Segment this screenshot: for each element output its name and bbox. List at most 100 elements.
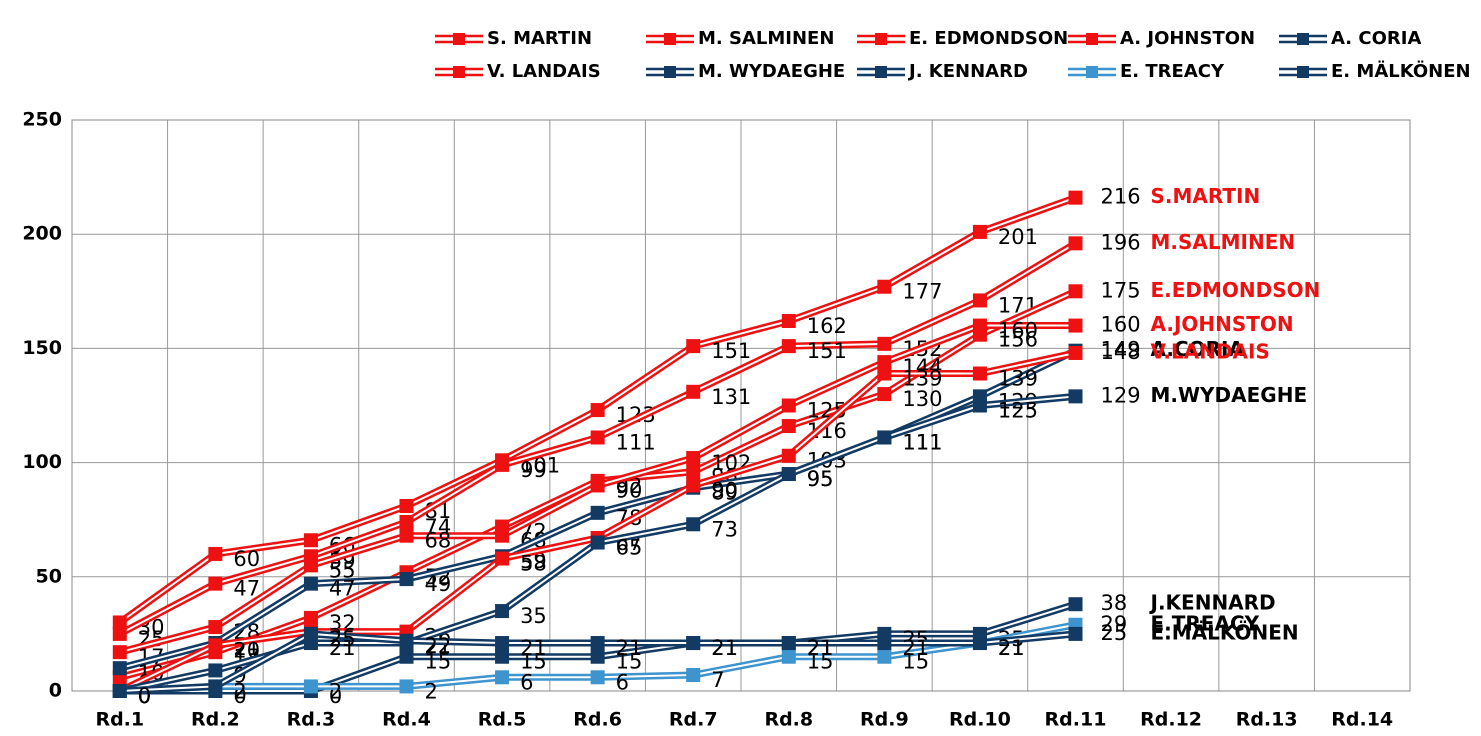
x-tick-label: Rd.13 [1236,709,1298,731]
y-tick-label: 0 [49,680,62,702]
point-marker [399,649,414,664]
point-marker [1068,318,1083,333]
data-label: 130 [902,387,942,411]
y-tick-label: 50 [36,565,62,587]
data-label: 21 [520,636,547,660]
legend-label: A. CORIA [1331,28,1421,49]
data-label: 47 [329,577,356,601]
point-marker [1068,597,1083,612]
point-marker [877,336,892,351]
point-marker [303,610,318,625]
data-label: 201 [998,225,1038,249]
point-marker [399,572,414,587]
point-marker [781,398,796,413]
point-marker [495,457,510,472]
point-marker [686,478,701,493]
point-marker [781,313,796,328]
x-tick-label: Rd.9 [860,709,909,731]
point-marker [590,670,605,685]
data-label: 21 [807,636,834,660]
end-name-label: J.KENNARD [1149,591,1276,615]
point-marker [781,467,796,482]
legend-marker [1086,33,1098,45]
data-label: 151 [711,339,751,363]
point-marker [781,636,796,651]
point-marker [495,670,510,685]
point-marker [495,551,510,566]
end-name-label: V.LANDAIS [1151,339,1270,363]
end-name-label: A.JOHNSTON [1151,312,1294,336]
point-marker [590,535,605,550]
data-label: 90 [711,478,738,502]
legend-label: J. KENNARD [907,61,1028,82]
end-value-label: 25 [1101,621,1128,645]
point-marker [972,366,987,381]
data-label: 0 [233,684,246,708]
legend-label: E. EDMONDSON [909,28,1068,49]
data-label: 2 [233,679,246,703]
legend-label: E. TREACY [1120,61,1225,82]
data-label: 73 [711,517,738,541]
legend-label: V. LANDAIS [487,61,601,82]
point-marker [112,645,127,660]
end-value-label: 149 [1101,338,1141,362]
data-label: 21 [711,636,738,660]
data-label: 60 [233,547,260,571]
data-label: 99 [520,458,547,482]
end-name-label: E.MÄLKÖNEN [1151,620,1299,644]
point-marker [781,649,796,664]
data-label: 111 [902,430,942,454]
data-label: 111 [902,430,942,454]
point-marker [686,451,701,466]
point-marker [590,505,605,520]
point-marker [303,576,318,591]
data-label: 162 [807,314,847,338]
legend-label: M. SALMINEN [698,28,834,49]
legend-marker [664,33,676,45]
end-value-label: 160 [1101,313,1141,337]
point-marker [303,558,318,573]
point-marker [1068,389,1083,404]
legend-label: S. MARTIN [487,28,592,49]
x-tick-label: Rd.11 [1045,709,1107,731]
point-marker [303,679,318,694]
point-marker [112,684,127,698]
point-marker [208,638,223,653]
end-value-label: 175 [1101,278,1141,302]
point-marker [590,403,605,418]
data-label: 15 [616,650,643,674]
end-value-label: 129 [1101,383,1141,407]
point-marker [877,430,892,445]
point-marker [686,339,701,354]
data-label: 6 [520,670,533,694]
point-marker [399,679,414,694]
data-label: 22 [425,634,452,658]
data-label: 139 [998,367,1038,391]
point-marker [686,384,701,399]
data-label: 65 [616,536,643,560]
x-tick-label: Rd.5 [478,709,527,731]
point-marker [972,636,987,651]
end-value-label: 148 [1101,340,1141,364]
point-marker [781,339,796,354]
data-label: 68 [425,529,452,553]
legend-marker [1297,33,1309,45]
point-marker [399,498,414,513]
data-label: 35 [520,604,547,628]
y-tick-label: 250 [22,109,62,131]
legend-marker [453,33,465,45]
legend-label: M. WYDAEGHE [698,61,845,82]
data-label: 2 [425,679,438,703]
point-marker [1068,284,1083,299]
point-marker [399,528,414,543]
end-name-label: E.EDMONDSON [1151,278,1321,302]
x-tick-label: Rd.3 [287,709,336,731]
legend-marker [1297,66,1309,78]
point-marker [877,636,892,651]
point-marker [1068,190,1083,205]
legend-label: A. JOHNSTON [1120,28,1255,49]
data-label: 49 [425,572,452,596]
data-label: 2 [329,679,342,703]
point-marker [495,636,510,651]
